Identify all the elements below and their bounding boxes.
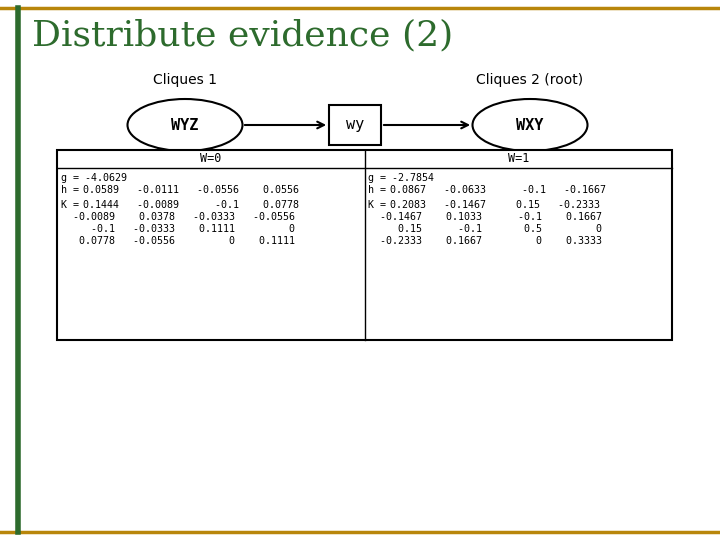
Text: W=0: W=0 <box>200 152 222 165</box>
Text: 0.0589   -0.0111   -0.0556    0.0556: 0.0589 -0.0111 -0.0556 0.0556 <box>83 185 299 195</box>
Text: Cliques 2 (root): Cliques 2 (root) <box>477 73 584 87</box>
Text: Distribute evidence (2): Distribute evidence (2) <box>32 18 454 52</box>
Text: W=1: W=1 <box>508 152 529 165</box>
Text: -0.1467    0.1033      -0.1    0.1667: -0.1467 0.1033 -0.1 0.1667 <box>369 212 603 222</box>
Text: 0.0778   -0.0556         0    0.1111: 0.0778 -0.0556 0 0.1111 <box>61 236 295 246</box>
Text: 0.2083   -0.1467     0.15   -0.2333: 0.2083 -0.1467 0.15 -0.2333 <box>390 200 600 210</box>
Text: h =: h = <box>369 185 387 195</box>
Text: -0.0089    0.0378   -0.0333   -0.0556: -0.0089 0.0378 -0.0333 -0.0556 <box>61 212 295 222</box>
Text: 0.15      -0.1       0.5         0: 0.15 -0.1 0.5 0 <box>369 224 603 234</box>
FancyBboxPatch shape <box>329 105 381 145</box>
Text: Cliques 1: Cliques 1 <box>153 73 217 87</box>
Text: K =: K = <box>61 200 79 210</box>
Text: -0.2333    0.1667         0    0.3333: -0.2333 0.1667 0 0.3333 <box>369 236 603 246</box>
Text: -0.1   -0.0333    0.1111         0: -0.1 -0.0333 0.1111 0 <box>61 224 295 234</box>
Text: 0.0867   -0.0633      -0.1   -0.1667: 0.0867 -0.0633 -0.1 -0.1667 <box>390 185 606 195</box>
Text: 0.1444   -0.0089      -0.1    0.0778: 0.1444 -0.0089 -0.1 0.0778 <box>83 200 299 210</box>
Text: h =: h = <box>61 185 79 195</box>
Text: WYZ: WYZ <box>171 118 199 132</box>
Text: wy: wy <box>346 118 364 132</box>
Text: K =: K = <box>369 200 387 210</box>
Text: g = -2.7854: g = -2.7854 <box>369 173 434 183</box>
Bar <box>57 150 672 340</box>
Text: g = -4.0629: g = -4.0629 <box>61 173 127 183</box>
Text: WXY: WXY <box>516 118 544 132</box>
